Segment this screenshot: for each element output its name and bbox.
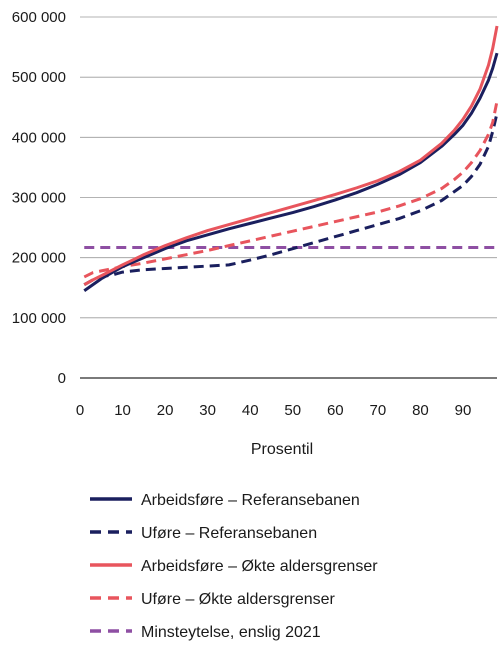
- x-tick-label: 0: [76, 402, 84, 419]
- legend-label: Uføre – Økte aldersgrenser: [141, 591, 336, 608]
- y-tick-label: 300 000: [12, 190, 66, 207]
- x-tick-label: 80: [412, 402, 429, 419]
- series-line-4: [83, 100, 499, 279]
- series-lines: [83, 25, 499, 292]
- y-tick-label: 200 000: [12, 250, 66, 267]
- x-axis-title: Prosentil: [251, 441, 313, 458]
- x-tick-label: 50: [284, 402, 301, 419]
- y-tick-label: 500 000: [12, 69, 66, 86]
- x-tick-label: 10: [114, 402, 131, 419]
- legend-label: Minsteytelse, enslig 2021: [141, 624, 321, 641]
- series-line-2: [83, 112, 499, 287]
- x-tick-label: 70: [370, 402, 387, 419]
- series-line-3: [83, 25, 499, 287]
- x-tick-label: 20: [157, 402, 174, 419]
- x-tick-label: 30: [199, 402, 216, 419]
- legend-label: Arbeidsføre – Referansebanen: [141, 492, 360, 509]
- legend-label: Uføre – Referansebanen: [141, 525, 317, 542]
- series-line-1: [83, 52, 499, 292]
- y-tick-label: 400 000: [12, 129, 66, 146]
- y-tick-label: 100 000: [12, 310, 66, 327]
- x-axis-tick-labels: 0 10 20 30 40 50 60 70 80 90: [76, 402, 471, 419]
- y-tick-label: 0: [58, 370, 66, 387]
- legend: Arbeidsføre – Referansebanen Uføre – Refe…: [90, 492, 378, 641]
- gridlines: [80, 16, 497, 379]
- x-tick-label: 40: [242, 402, 259, 419]
- x-tick-label: 60: [327, 402, 344, 419]
- y-tick-label: 600 000: [12, 9, 66, 26]
- legend-label: Arbeidsføre – Økte aldersgrenser: [141, 558, 378, 575]
- y-axis-tick-labels: 0 100 000 200 000 300 000 400 000 500 000 600 …: [12, 9, 66, 387]
- x-tick-label: 90: [455, 402, 472, 419]
